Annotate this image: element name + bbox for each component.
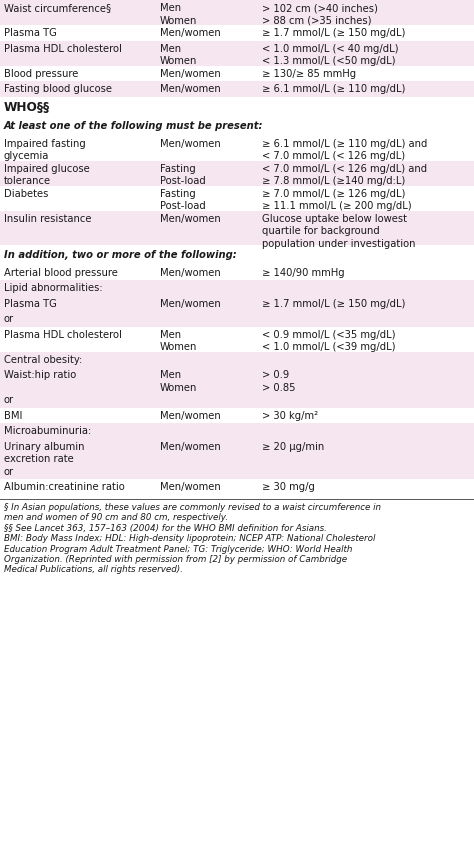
Text: Fasting
Post-load: Fasting Post-load (160, 163, 206, 187)
Text: Waist circumference§: Waist circumference§ (4, 3, 111, 13)
Bar (0, 186, 474, 211)
Bar (0, 98, 474, 115)
Bar (0, 407, 474, 423)
Text: ≥ 6.1 mmol/L (≥ 110 mg/dL): ≥ 6.1 mmol/L (≥ 110 mg/dL) (262, 84, 405, 94)
Text: Impaired fasting
glycemia: Impaired fasting glycemia (4, 139, 86, 161)
Text: > 102 cm (>40 inches)
> 88 cm (>35 inches): > 102 cm (>40 inches) > 88 cm (>35 inche… (262, 3, 378, 26)
Text: Blood pressure: Blood pressure (4, 68, 78, 79)
Text: WHO§§: WHO§§ (4, 100, 50, 114)
Text: ≥ 1.7 mmol/L (≥ 150 mg/dL): ≥ 1.7 mmol/L (≥ 150 mg/dL) (262, 28, 405, 38)
Text: Plasma HDL cholesterol: Plasma HDL cholesterol (4, 330, 122, 340)
Text: Fasting
Post-load: Fasting Post-load (160, 188, 206, 211)
Bar (0, 463, 474, 479)
Bar (0, 247, 474, 263)
Text: Men/women: Men/women (160, 213, 221, 223)
Bar (0, 295, 474, 311)
Bar (0, 25, 474, 40)
Text: ≥ 130/≥ 85 mmHg: ≥ 130/≥ 85 mmHg (262, 68, 356, 79)
Bar (0, 66, 474, 81)
Text: Albumin:creatinine ratio: Albumin:creatinine ratio (4, 482, 125, 492)
Bar (0, 40, 474, 66)
Text: ≥ 6.1 mmol/L (≥ 110 mg/dL) and
< 7.0 mmol/L (< 126 mg/dL): ≥ 6.1 mmol/L (≥ 110 mg/dL) and < 7.0 mmo… (262, 139, 428, 161)
Text: Organization. (Reprinted with permission from [2] by permission of Cambridge: Organization. (Reprinted with permission… (4, 555, 347, 564)
Bar (0, 352, 474, 367)
Bar (0, 211, 474, 245)
Text: < 1.0 mmol/L (< 40 mg/dL)
< 1.3 mmol/L (<50 mg/dL): < 1.0 mmol/L (< 40 mg/dL) < 1.3 mmol/L (… (262, 44, 399, 66)
Text: Lipid abnormalities:: Lipid abnormalities: (4, 283, 103, 293)
Text: BMI: BMI (4, 411, 22, 420)
Text: Men/women: Men/women (160, 268, 221, 277)
Bar (0, 392, 474, 407)
Text: §§ See Lancet 363, 157–163 (2004) for the WHO BMI definition for Asians.: §§ See Lancet 363, 157–163 (2004) for th… (4, 524, 327, 532)
Text: Plasma HDL cholesterol: Plasma HDL cholesterol (4, 44, 122, 54)
Text: Microabuminuria:: Microabuminuria: (4, 426, 91, 436)
Text: Men/women: Men/women (160, 482, 221, 492)
Text: Diabetes: Diabetes (4, 188, 48, 199)
Text: Medical Publications, all rights reserved).: Medical Publications, all rights reserve… (4, 566, 183, 574)
Bar (0, 161, 474, 186)
Bar (0, 311, 474, 326)
Text: At least one of the following must be present:: At least one of the following must be pr… (4, 121, 264, 131)
Text: Men/women: Men/women (160, 68, 221, 79)
Text: Urinary albumin
excretion rate: Urinary albumin excretion rate (4, 442, 84, 464)
Bar (0, 0, 474, 25)
Text: men and women of 90 cm and 80 cm, respectively.: men and women of 90 cm and 80 cm, respec… (4, 513, 228, 522)
Text: Fasting blood glucose: Fasting blood glucose (4, 84, 112, 94)
Text: or: or (4, 395, 14, 405)
Text: < 0.9 mmol/L (<35 mg/dL)
< 1.0 mmol/L (<39 mg/dL): < 0.9 mmol/L (<35 mg/dL) < 1.0 mmol/L (<… (262, 330, 395, 353)
Bar (0, 479, 474, 495)
Text: Men
Women: Men Women (160, 44, 197, 66)
Text: > 0.9
> 0.85: > 0.9 > 0.85 (262, 370, 295, 393)
Text: In addition, two or more of the following:: In addition, two or more of the followin… (4, 250, 237, 260)
Bar (0, 367, 474, 392)
Text: Men/women: Men/women (160, 442, 221, 451)
Text: Plasma TG: Plasma TG (4, 299, 57, 308)
Text: ≥ 30 mg/g: ≥ 30 mg/g (262, 482, 315, 492)
Text: Glucose uptake below lowest
quartile for background
population under investigati: Glucose uptake below lowest quartile for… (262, 213, 416, 249)
Bar (0, 135, 474, 161)
Text: > 30 kg/m²: > 30 kg/m² (262, 411, 318, 420)
Text: Impaired glucose
tolerance: Impaired glucose tolerance (4, 163, 90, 187)
Text: Arterial blood pressure: Arterial blood pressure (4, 268, 118, 277)
Text: Men/women: Men/women (160, 299, 221, 308)
Bar (0, 326, 474, 352)
Bar (0, 265, 474, 280)
Text: ≥ 1.7 mmol/L (≥ 150 mg/dL): ≥ 1.7 mmol/L (≥ 150 mg/dL) (262, 299, 405, 308)
Text: Central obesity:: Central obesity: (4, 354, 82, 365)
Text: ≥ 140/90 mmHg: ≥ 140/90 mmHg (262, 268, 345, 277)
Text: BMI: Body Mass Index; HDL: High-density lipoprotein; NCEP ATP: National Choleste: BMI: Body Mass Index; HDL: High-density … (4, 534, 375, 543)
Text: or: or (4, 467, 14, 477)
Text: § In Asian populations, these values are commonly revised to a waist circumferen: § In Asian populations, these values are… (4, 502, 381, 512)
Text: Men/women: Men/women (160, 84, 221, 94)
Text: Education Program Adult Treatment Panel; TG: Triglyceride; WHO: World Health: Education Program Adult Treatment Panel;… (4, 544, 352, 554)
Text: Men
Women: Men Women (160, 3, 197, 26)
Bar (0, 118, 474, 134)
Bar (0, 81, 474, 97)
Bar (0, 438, 474, 463)
Text: or: or (4, 314, 14, 324)
Text: Men/women: Men/women (160, 28, 221, 38)
Text: Men/women: Men/women (160, 139, 221, 148)
Text: Waist:hip ratio: Waist:hip ratio (4, 370, 76, 380)
Text: Insulin resistance: Insulin resistance (4, 213, 91, 223)
Text: Plasma TG: Plasma TG (4, 28, 57, 38)
Bar (0, 423, 474, 438)
Text: ≥ 20 μg/min: ≥ 20 μg/min (262, 442, 324, 451)
Bar (0, 280, 474, 295)
Text: Men
Women: Men Women (160, 330, 197, 353)
Text: Men/women: Men/women (160, 411, 221, 420)
Text: Men
Women: Men Women (160, 370, 197, 393)
Text: ≥ 7.0 mmol/L (≥ 126 mg/dL)
≥ 11.1 mmol/L (≥ 200 mg/dL): ≥ 7.0 mmol/L (≥ 126 mg/dL) ≥ 11.1 mmol/L… (262, 188, 411, 211)
Text: < 7.0 mmol/L (< 126 mg/dL) and
≥ 7.8 mmol/L (≥140 mg/d:L): < 7.0 mmol/L (< 126 mg/dL) and ≥ 7.8 mmo… (262, 163, 427, 187)
